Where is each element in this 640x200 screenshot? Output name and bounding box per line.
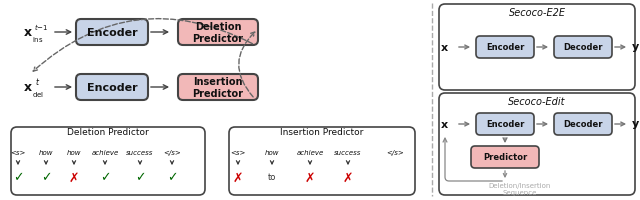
FancyBboxPatch shape bbox=[76, 75, 148, 100]
Text: </s>: </s> bbox=[163, 149, 181, 155]
Text: Sequence: Sequence bbox=[503, 189, 537, 195]
Text: $t{-}1$: $t{-}1$ bbox=[34, 22, 48, 32]
Text: ✓: ✓ bbox=[100, 171, 110, 184]
Text: Deletion/Insertion: Deletion/Insertion bbox=[489, 182, 551, 188]
Text: Decoder: Decoder bbox=[563, 120, 603, 129]
Text: ✓: ✓ bbox=[135, 171, 145, 184]
Text: Secoco-Edit: Secoco-Edit bbox=[508, 97, 566, 106]
Text: ✓: ✓ bbox=[41, 171, 51, 184]
Text: Encoder: Encoder bbox=[486, 120, 524, 129]
Text: $\mathbf{x}$: $\mathbf{x}$ bbox=[23, 26, 33, 39]
Text: Deletion: Deletion bbox=[195, 22, 241, 32]
Text: achieve: achieve bbox=[296, 149, 324, 155]
Text: Predictor: Predictor bbox=[483, 153, 527, 162]
FancyBboxPatch shape bbox=[554, 37, 612, 59]
FancyBboxPatch shape bbox=[439, 94, 635, 195]
Text: achieve: achieve bbox=[92, 149, 118, 155]
Text: $\mathrm{del}$: $\mathrm{del}$ bbox=[32, 90, 44, 99]
Text: <s>: <s> bbox=[10, 149, 26, 155]
Text: Predictor: Predictor bbox=[193, 89, 243, 99]
Text: how: how bbox=[39, 149, 53, 155]
Text: Secoco-E2E: Secoco-E2E bbox=[509, 8, 566, 18]
Text: <s>: <s> bbox=[230, 149, 246, 155]
Text: success: success bbox=[126, 149, 154, 155]
Text: Encoder: Encoder bbox=[86, 28, 138, 38]
Text: $\mathbf{x}$: $\mathbf{x}$ bbox=[440, 119, 449, 129]
Text: Insertion: Insertion bbox=[193, 77, 243, 87]
Text: ✗: ✗ bbox=[343, 171, 353, 184]
FancyBboxPatch shape bbox=[471, 146, 539, 168]
FancyBboxPatch shape bbox=[229, 127, 415, 195]
Text: $\mathbf{x}$: $\mathbf{x}$ bbox=[23, 81, 33, 94]
Text: Encoder: Encoder bbox=[486, 43, 524, 52]
Text: how: how bbox=[265, 149, 279, 155]
FancyBboxPatch shape bbox=[11, 127, 205, 195]
FancyBboxPatch shape bbox=[178, 20, 258, 46]
Text: $\mathbf{x}$: $\mathbf{x}$ bbox=[440, 43, 449, 53]
Text: Decoder: Decoder bbox=[563, 43, 603, 52]
Text: </s>: </s> bbox=[386, 149, 404, 155]
Text: ✗: ✗ bbox=[305, 171, 316, 184]
Text: ✓: ✓ bbox=[13, 171, 23, 184]
Text: $\mathbf{y}$: $\mathbf{y}$ bbox=[632, 42, 640, 54]
Text: Encoder: Encoder bbox=[86, 83, 138, 93]
Text: ✗: ✗ bbox=[68, 171, 79, 184]
FancyBboxPatch shape bbox=[476, 37, 534, 59]
Text: how: how bbox=[67, 149, 81, 155]
Text: to: to bbox=[268, 173, 276, 182]
Text: Deletion Predictor: Deletion Predictor bbox=[67, 128, 149, 137]
Text: ✗: ✗ bbox=[233, 171, 243, 184]
FancyBboxPatch shape bbox=[476, 113, 534, 135]
Text: success: success bbox=[334, 149, 362, 155]
Text: Predictor: Predictor bbox=[193, 34, 243, 44]
Text: $\mathrm{ins}$: $\mathrm{ins}$ bbox=[32, 35, 44, 44]
FancyBboxPatch shape bbox=[178, 75, 258, 100]
Text: $t$: $t$ bbox=[35, 76, 40, 87]
Text: Insertion Predictor: Insertion Predictor bbox=[280, 128, 364, 137]
FancyBboxPatch shape bbox=[76, 20, 148, 46]
FancyBboxPatch shape bbox=[439, 5, 635, 91]
FancyBboxPatch shape bbox=[554, 113, 612, 135]
Text: $\mathbf{y}$: $\mathbf{y}$ bbox=[632, 118, 640, 130]
Text: ✓: ✓ bbox=[167, 171, 177, 184]
